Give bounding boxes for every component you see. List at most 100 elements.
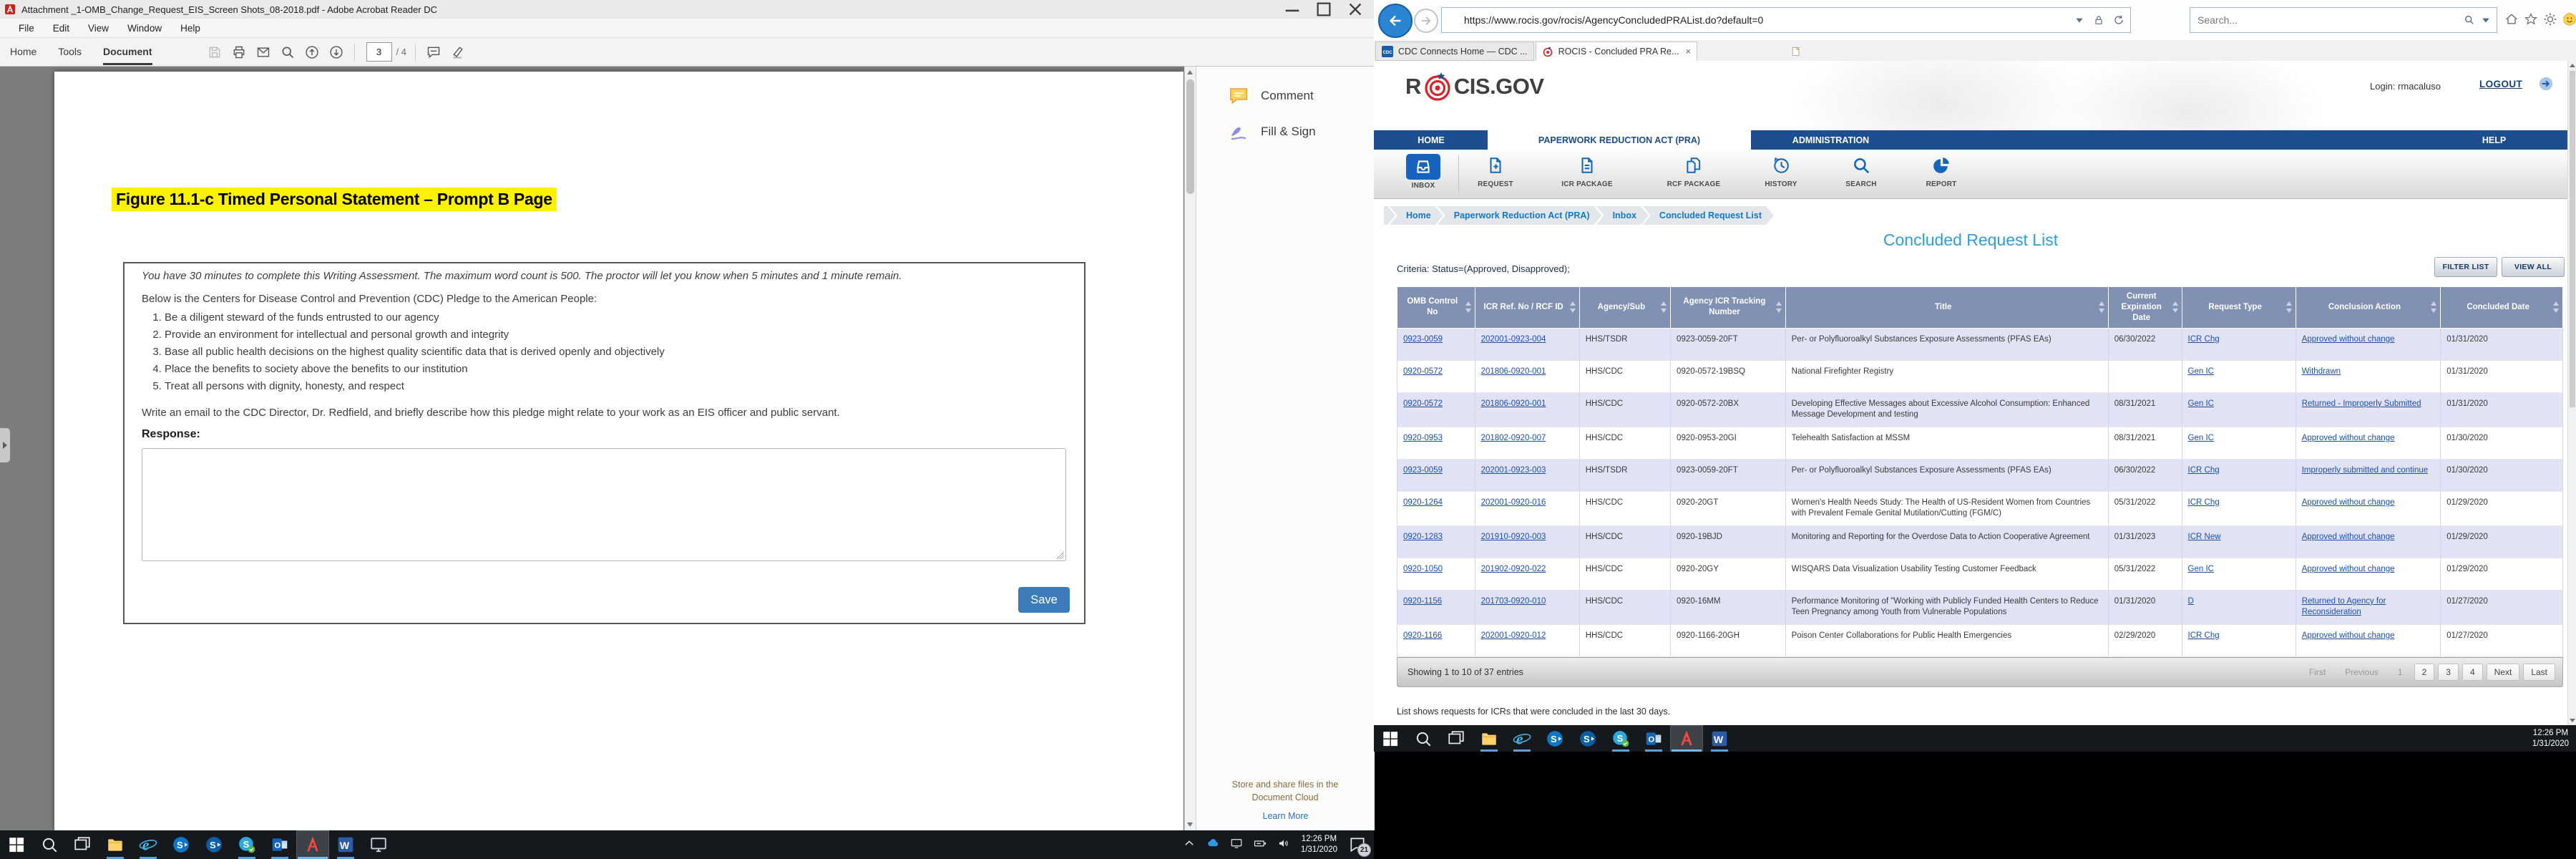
response-textarea[interactable] xyxy=(142,448,1066,561)
nav-help[interactable]: HELP xyxy=(2482,135,2507,145)
menu-window[interactable]: Window xyxy=(127,22,162,34)
breadcrumb-paperwork-reduction-act-pra[interactable]: Paperwork Reduction Act (PRA) xyxy=(1438,206,1602,225)
page-button-3[interactable]: 3 xyxy=(2438,663,2459,681)
link-icr_ref[interactable]: 201902-0920-022 xyxy=(1480,564,1546,573)
link-omb[interactable]: 0920-1264 xyxy=(1403,498,1443,507)
breadcrumb-concluded-request-list[interactable]: Concluded Request List xyxy=(1643,206,1774,225)
link-conclusion[interactable]: Approved without change xyxy=(2301,532,2395,541)
sort-arrows-icon[interactable] xyxy=(1661,301,1667,314)
link-request_type[interactable]: Gen IC xyxy=(2187,399,2214,408)
rocis-toolbar-icr-package[interactable]: ICR PACKAGE xyxy=(1544,154,1630,188)
link-conclusion[interactable]: Approved without change xyxy=(2301,433,2395,442)
tray-volume-button[interactable] xyxy=(1277,837,1290,853)
taskbar-acrobat-button[interactable] xyxy=(1670,725,1703,752)
sort-arrows-icon[interactable] xyxy=(2553,301,2560,314)
link-request_type[interactable]: Gen IC xyxy=(2187,564,2214,573)
taskbar-file-explorer-button[interactable] xyxy=(1473,725,1506,752)
rocis-toolbar-history[interactable]: HISTORY xyxy=(1738,154,1824,188)
page-button-4[interactable]: 4 xyxy=(2462,663,2483,681)
tray-monitor-button[interactable] xyxy=(1230,837,1243,853)
search-icon[interactable] xyxy=(2464,14,2475,26)
link-omb[interactable]: 0920-0572 xyxy=(1403,399,1443,408)
link-icr_ref[interactable]: 202001-0920-012 xyxy=(1480,631,1546,640)
taskbar-skype-button[interactable]: S xyxy=(230,830,263,859)
filter-list-button[interactable]: FILTER LIST xyxy=(2434,257,2497,277)
page-button-2[interactable]: 2 xyxy=(2414,663,2435,681)
sort-arrows-icon[interactable] xyxy=(1569,301,1576,314)
back-button[interactable] xyxy=(1378,4,1413,38)
link-icr_ref[interactable]: 201703-0920-010 xyxy=(1480,596,1546,606)
rocis-toolbar-search[interactable]: SEARCH xyxy=(1818,154,1904,188)
comment-button[interactable] xyxy=(421,42,446,63)
scrollbar-thumb[interactable] xyxy=(2570,71,2575,407)
page-button-last[interactable]: Last xyxy=(2523,663,2555,681)
link-omb[interactable]: 0923-0059 xyxy=(1403,334,1443,344)
taskbar-ie-button[interactable]: e xyxy=(132,830,165,859)
link-omb[interactable]: 0920-1283 xyxy=(1403,532,1443,541)
scroll-up-icon[interactable] xyxy=(1187,70,1193,74)
settings-gear-icon[interactable] xyxy=(2543,12,2557,26)
rocis-toolbar-rcf-package[interactable]: RCF PACKAGE xyxy=(1651,154,1737,188)
link-icr_ref[interactable]: 201802-0920-007 xyxy=(1480,433,1546,442)
address-bar[interactable]: https://www.rocis.gov/rocis/AgencyConclu… xyxy=(1441,7,2131,33)
browser-tab-cdc-connects-home-cdc[interactable]: CDC CDC Connects Home — CDC ... xyxy=(1375,42,1534,61)
scroll-down-icon[interactable] xyxy=(1187,822,1193,827)
search-input[interactable]: Search... xyxy=(2190,7,2497,33)
logout-link[interactable]: LOGOUT xyxy=(2479,79,2523,89)
page-down-button[interactable] xyxy=(324,42,348,63)
column-header-agency-icr-tracking-number[interactable]: Agency ICR Tracking Number xyxy=(1670,286,1786,329)
link-omb[interactable]: 0920-1050 xyxy=(1403,564,1443,573)
taskbar-remote-desktop-button[interactable] xyxy=(362,830,395,859)
tray-chevron-up-button[interactable] xyxy=(1183,837,1196,853)
taskbar-acrobat-button[interactable] xyxy=(296,830,329,859)
page-number-input[interactable]: 3 xyxy=(366,42,392,62)
link-icr_ref[interactable]: 202001-0923-003 xyxy=(1480,465,1546,475)
column-header-icr-ref-no-rcf-id[interactable]: ICR Ref. No / RCF ID xyxy=(1474,286,1580,329)
column-header-request-type[interactable]: Request Type xyxy=(2181,286,2296,329)
link-icr_ref[interactable]: 202001-0920-016 xyxy=(1480,498,1546,507)
link-request_type[interactable]: D xyxy=(2187,596,2194,606)
sort-arrows-icon[interactable] xyxy=(1465,301,1472,314)
taskbar-search-task-button[interactable] xyxy=(1407,725,1440,752)
email-button[interactable] xyxy=(251,42,275,63)
link-conclusion[interactable]: Approved without change xyxy=(2301,498,2395,507)
maximize-button[interactable] xyxy=(1308,0,1340,19)
column-header-omb-control-no[interactable]: OMB Control No xyxy=(1397,286,1475,329)
link-icr_ref[interactable]: 202001-0923-004 xyxy=(1480,334,1546,344)
taskbar-ie-button[interactable]: e xyxy=(1506,725,1538,752)
panel-item-comment[interactable]: Comment xyxy=(1228,85,1314,107)
taskbar-outlook-button[interactable]: O xyxy=(263,830,296,859)
taskbar-start-button[interactable] xyxy=(0,830,33,859)
menu-help[interactable]: Help xyxy=(180,22,200,34)
save-button[interactable] xyxy=(203,42,227,63)
refresh-icon[interactable] xyxy=(2113,14,2124,26)
link-conclusion[interactable]: Approved without change xyxy=(2301,564,2395,573)
browser-tab-rocis-concluded-pra-re[interactable]: ROCIS - Concluded PRA Re... × xyxy=(1535,42,1698,61)
minimize-button[interactable] xyxy=(1277,0,1308,19)
home-icon[interactable] xyxy=(2504,12,2519,26)
breadcrumb-home[interactable]: Home xyxy=(1390,206,1443,225)
column-header-conclusion-action[interactable]: Conclusion Action xyxy=(2295,286,2441,329)
taskbar-word-button[interactable]: W xyxy=(1703,725,1736,752)
save-button[interactable]: Save xyxy=(1018,587,1070,613)
action-center-button[interactable]: 21 xyxy=(1348,835,1371,857)
taskbar-start-button[interactable] xyxy=(1374,725,1407,752)
link-icr_ref[interactable]: 201806-0920-001 xyxy=(1480,399,1546,408)
link-omb[interactable]: 0923-0059 xyxy=(1403,465,1443,475)
breadcrumb-inbox[interactable]: Inbox xyxy=(1596,206,1649,225)
tab-document[interactable]: Document xyxy=(103,39,152,65)
panel-item-fill-sign[interactable]: Fill & Sign xyxy=(1228,121,1316,142)
link-conclusion[interactable]: Returned - Improperly Submitted xyxy=(2301,399,2421,408)
taskbar-task-view-button[interactable] xyxy=(66,830,99,859)
link-omb[interactable]: 0920-1156 xyxy=(1403,596,1443,606)
rocis-toolbar-report[interactable]: REPORT xyxy=(1898,154,1984,188)
link-icr_ref[interactable]: 201910-0920-003 xyxy=(1480,532,1546,541)
page-up-button[interactable] xyxy=(300,42,324,63)
nav-home[interactable]: HOME xyxy=(1418,135,1445,145)
smiley-feedback-icon[interactable] xyxy=(2562,12,2576,26)
link-conclusion[interactable]: Approved without change xyxy=(2301,631,2395,640)
print-button[interactable] xyxy=(227,42,251,63)
link-icr_ref[interactable]: 201806-0920-001 xyxy=(1480,367,1546,376)
link-request_type[interactable]: ICR Chg xyxy=(2187,498,2220,507)
nav-paperwork-reduction-act[interactable]: PAPERWORK REDUCTION ACT (PRA) xyxy=(1488,130,1751,150)
